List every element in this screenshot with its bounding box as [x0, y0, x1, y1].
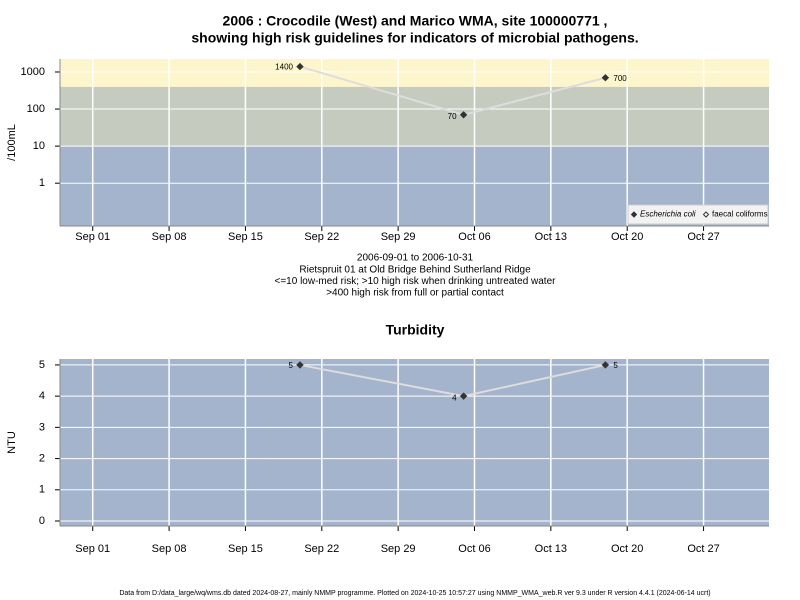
chart-title: Turbidity [386, 322, 445, 338]
y-tick-label: 2 [39, 452, 45, 464]
x-tick-label: Sep 22 [304, 231, 339, 243]
legend-label: Escherichia coli [640, 210, 696, 219]
chart-title: 2006 : Crocodile (West) and Marico WMA, … [223, 13, 608, 29]
y-tick-label: 1 [39, 177, 45, 189]
y-tick-label: 5 [39, 359, 45, 371]
data-label: 70 [448, 112, 457, 121]
data-point [296, 62, 304, 71]
data-point [601, 74, 610, 82]
chart-note: <=10 low-med risk; >10 high risk when dr… [275, 276, 557, 287]
y-axis-label: /100mL [6, 124, 18, 161]
data-label: 5 [613, 361, 618, 370]
y-tick-label: 1 [39, 484, 45, 496]
x-tick-label: Oct 27 [687, 231, 719, 243]
x-tick-label: Sep 29 [381, 543, 416, 555]
x-tick-label: Sep 08 [152, 231, 187, 243]
x-tick-label: Oct 27 [687, 543, 719, 555]
x-tick-label: Oct 06 [458, 231, 490, 243]
risk-band [60, 86, 769, 147]
footer: Data from D:/data_large/wq/wms.db dated … [119, 590, 710, 597]
legend-box [627, 204, 769, 225]
y-tick-label: 10 [33, 140, 45, 152]
x-tick-label: Oct 13 [535, 543, 567, 555]
x-tick-label: Sep 01 [75, 543, 110, 555]
y-tick-label: 1000 [21, 66, 45, 78]
y-tick-label: 3 [39, 421, 45, 433]
chart-note: Rietspruit 01 at Old Bridge Behind Suthe… [299, 264, 531, 275]
data-label: 4 [452, 393, 457, 402]
data-label: 5 [289, 361, 294, 370]
data-label: 1400 [275, 63, 293, 72]
data-point [601, 361, 610, 369]
y-axis-label: NTU [6, 431, 18, 454]
x-tick-label: Sep 15 [228, 231, 263, 243]
y-tick-label: 100 [27, 103, 45, 115]
x-tick-label: Sep 22 [304, 543, 339, 555]
chart-note: >400 high risk from full or partial cont… [326, 288, 504, 299]
y-tick-label: 0 [39, 515, 45, 527]
risk-band [60, 359, 769, 526]
x-tick-label: Oct 13 [535, 231, 567, 243]
y-tick-label: 4 [39, 390, 45, 402]
legend-label: faecal coliforms [712, 210, 768, 219]
data-point [459, 392, 468, 400]
chart-note: 2006-09-01 to 2006-10-31 [357, 253, 474, 264]
x-tick-label: Sep 01 [75, 231, 110, 243]
x-tick-label: Oct 06 [458, 543, 490, 555]
x-tick-label: Oct 20 [611, 543, 643, 555]
x-tick-label: Sep 15 [228, 543, 263, 555]
data-point [296, 361, 304, 369]
legend-marker [630, 211, 638, 218]
data-label: 700 [613, 74, 627, 83]
chart-title: showing high risk guidelines for indicat… [191, 30, 638, 46]
risk-band [60, 59, 769, 87]
x-tick-label: Sep 08 [152, 543, 187, 555]
x-tick-label: Sep 29 [381, 231, 416, 243]
data-point [459, 111, 468, 119]
legend-marker [702, 211, 710, 218]
x-tick-label: Oct 20 [611, 231, 643, 243]
